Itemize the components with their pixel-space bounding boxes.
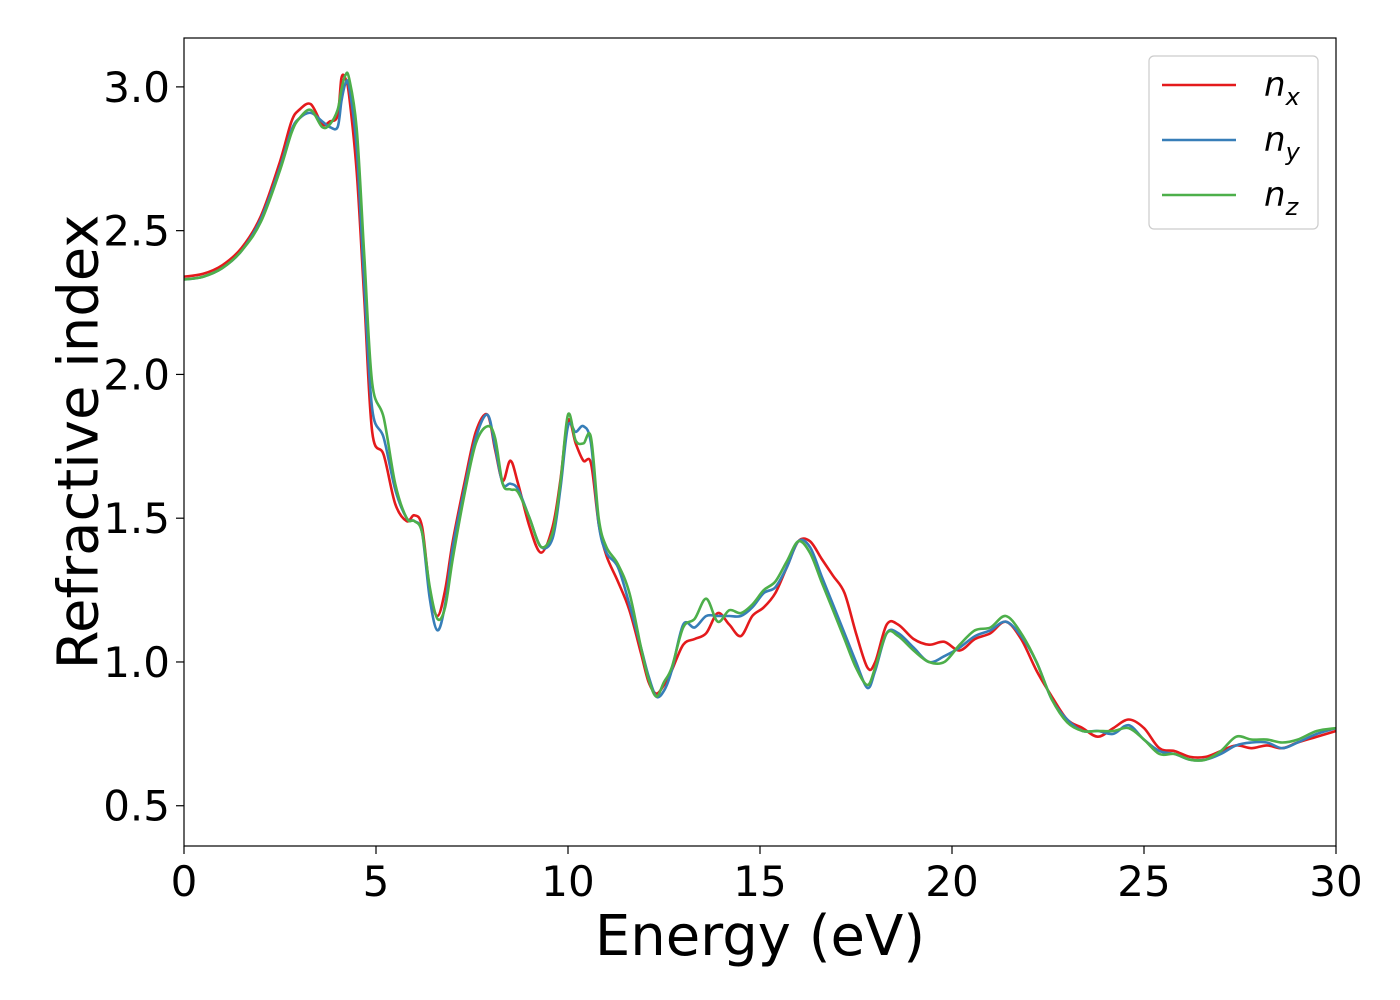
x-tick-label: 25: [1117, 857, 1170, 906]
x-tick-label: 30: [1309, 857, 1362, 906]
y-tick-label: 1.5: [103, 494, 170, 543]
x-tick-label: 10: [541, 857, 594, 906]
y-axis-ticks: 0.5 1.0 1.5 2.0 2.5 3.0: [103, 63, 184, 831]
x-axis-label: Energy (eV): [595, 904, 925, 969]
x-tick-label: 20: [925, 857, 978, 906]
y-tick-label: 0.5: [103, 782, 170, 831]
x-tick-label: 0: [171, 857, 198, 906]
series-line-n-z: [183, 71, 1337, 762]
legend-box: [1148, 55, 1319, 230]
series-layer: [183, 71, 1337, 762]
y-tick-label: 2.5: [103, 207, 170, 256]
y-axis-label: Refractive index: [47, 215, 112, 670]
series-line-n-y: [183, 79, 1337, 762]
x-tick-label: 5: [363, 857, 390, 906]
x-tick-label: 15: [733, 857, 786, 906]
y-tick-label: 2.0: [103, 350, 170, 399]
y-tick-label: 1.0: [103, 638, 170, 687]
x-axis-ticks: 0 5 10 15 20 25 30: [171, 846, 1363, 906]
y-tick-label: 3.0: [103, 63, 170, 112]
